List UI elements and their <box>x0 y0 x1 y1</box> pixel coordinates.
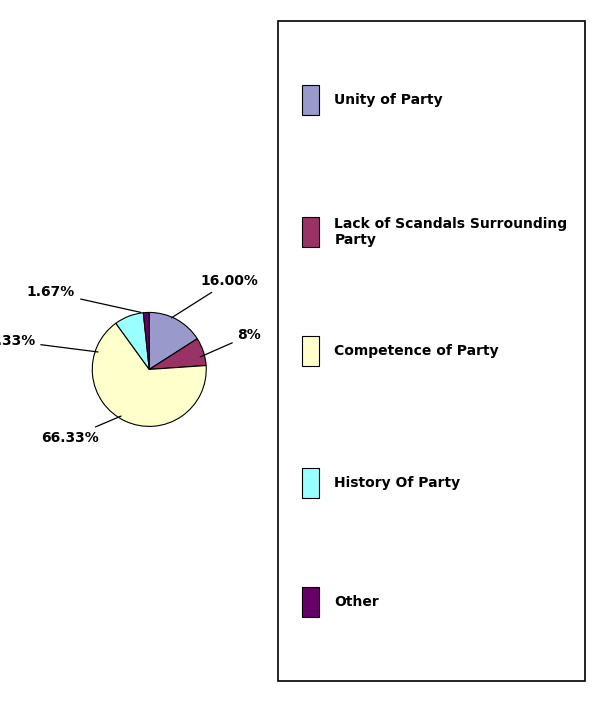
Wedge shape <box>149 339 206 369</box>
Text: 16.00%: 16.00% <box>171 274 259 318</box>
Wedge shape <box>116 313 149 369</box>
Text: 1.67%: 1.67% <box>27 286 141 312</box>
Wedge shape <box>93 323 206 426</box>
Bar <box>302 336 319 366</box>
Bar <box>302 86 319 115</box>
Text: Lack of Scandals Surrounding
Party: Lack of Scandals Surrounding Party <box>334 217 568 247</box>
Text: 8.33%: 8.33% <box>0 334 98 352</box>
Text: Unity of Party: Unity of Party <box>334 93 443 107</box>
Text: 8%: 8% <box>200 329 261 357</box>
Text: Competence of Party: Competence of Party <box>334 344 499 358</box>
Text: Other: Other <box>334 595 379 609</box>
Text: 66.33%: 66.33% <box>41 416 121 445</box>
Bar <box>302 218 319 247</box>
Bar <box>302 468 319 498</box>
Bar <box>302 587 319 616</box>
Wedge shape <box>143 312 149 369</box>
Wedge shape <box>149 312 197 369</box>
Text: History Of Party: History Of Party <box>334 476 461 490</box>
